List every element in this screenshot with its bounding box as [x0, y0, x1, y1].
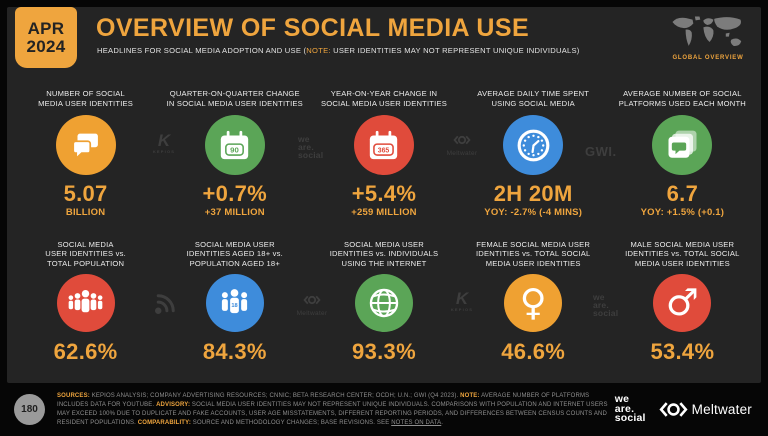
- stat-value: +5.4%: [351, 181, 417, 206]
- stat-value: 6.7: [666, 181, 699, 206]
- stat-value: 93.3%: [352, 339, 416, 364]
- global-overview-block: GLOBAL OVERVIEW: [667, 15, 749, 61]
- stat-value: 62.6%: [53, 339, 118, 364]
- we-are-social-logo: we are. social: [614, 392, 646, 425]
- stat-label: NUMBER OF SOCIAL MEDIA USER IDENTITIES: [38, 89, 134, 108]
- footer: 180 SOURCES: KEPIOS ANALYSIS; COMPANY AD…: [0, 383, 768, 436]
- calendar-90-icon: 90: [204, 115, 265, 175]
- stat-value: 5.07: [63, 181, 108, 206]
- male-icon: ♂: [653, 274, 712, 332]
- kepios-watermark: K KEPIOS: [450, 289, 474, 312]
- kepios-watermark: K KEPIOS: [152, 131, 176, 154]
- svg-text:90: 90: [230, 145, 239, 154]
- page-number: 180: [14, 394, 45, 425]
- clock-icon: [503, 115, 564, 175]
- map-caption: GLOBAL OVERVIEW: [672, 55, 744, 61]
- stat-value: +0.7%: [202, 181, 268, 206]
- stats-row-2: SOCIAL MEDIA USER IDENTITIES vs. TOTAL P…: [11, 234, 757, 363]
- svg-text:365: 365: [378, 147, 390, 154]
- calendar-365-icon: 365: [353, 115, 414, 175]
- stat-subvalue: YOY: -2.7% (-4 MINS): [484, 207, 583, 218]
- stat-label: SOCIAL MEDIA USER IDENTITIES AGED 18+ vs…: [186, 239, 283, 268]
- date-month: APR: [27, 18, 65, 38]
- stat-subvalue: +259 MILLION: [351, 207, 417, 218]
- globe-icon: [354, 274, 413, 332]
- people-18plus-icon: 18: [205, 274, 264, 332]
- stat-card: SOCIAL MEDIA USER IDENTITIES vs. TOTAL P…: [11, 234, 160, 363]
- we-are-social-watermark: we are. social: [298, 134, 324, 161]
- stat-card: AVERAGE DAILY TIME SPENT USING SOCIAL ME…: [459, 84, 608, 218]
- stat-label: AVERAGE DAILY TIME SPENT USING SOCIAL ME…: [477, 89, 590, 108]
- stat-card: QUARTER-ON-QUARTER CHANGE IN SOCIAL MEDI…: [160, 84, 309, 218]
- stat-value: 2H 20M: [493, 181, 573, 206]
- stat-card: NUMBER OF SOCIAL MEDIA USER IDENTITIES 5…: [11, 84, 160, 218]
- meltwater-watermark: Meltwater: [292, 294, 332, 318]
- meltwater-logo-icon: [659, 402, 688, 417]
- page-subtitle: HEADLINES FOR SOCIAL MEDIA ADOPTION AND …: [97, 46, 580, 55]
- stat-label: SOCIAL MEDIA USER IDENTITIES vs. TOTAL P…: [45, 239, 126, 268]
- stat-card: SOCIAL MEDIA USER IDENTITIES vs. INDIVID…: [309, 234, 458, 363]
- stat-label: AVERAGE NUMBER OF SOCIAL PLATFORMS USED …: [618, 89, 746, 108]
- stat-subvalue: BILLION: [65, 207, 106, 218]
- stat-card: AVERAGE NUMBER OF SOCIAL PLATFORMS USED …: [608, 84, 757, 218]
- date-year: 2024: [26, 36, 66, 56]
- stat-label: FEMALE SOCIAL MEDIA USER IDENTITIES vs. …: [475, 239, 591, 268]
- footer-logos: we are. social Meltwater: [614, 392, 752, 425]
- stat-card: FEMALE SOCIAL MEDIA USER IDENTITIES vs. …: [459, 234, 608, 363]
- stat-label: YEAR-ON-YEAR CHANGE IN SOCIAL MEDIA USER…: [320, 89, 447, 108]
- stat-value: 84.3%: [202, 339, 267, 364]
- page-title: OVERVIEW OF SOCIAL MEDIA USE: [96, 14, 530, 42]
- gwi-watermark: GWI.: [585, 144, 617, 159]
- sources-text: SOURCES: KEPIOS ANALYSIS; COMPANY ADVERT…: [57, 392, 608, 426]
- stat-label: SOCIAL MEDIA USER IDENTITIES vs. INDIVID…: [329, 239, 439, 268]
- meltwater-logo: Meltwater: [659, 400, 752, 419]
- stat-card: SOCIAL MEDIA USER IDENTITIES AGED 18+ vs…: [160, 234, 309, 363]
- stat-card: MALE SOCIAL MEDIA USER IDENTITIES vs. TO…: [608, 234, 757, 363]
- chat-bubbles-icon: [55, 115, 116, 175]
- stat-value: 46.6%: [501, 339, 566, 364]
- notes-on-data-link[interactable]: NOTES ON DATA: [391, 419, 442, 426]
- stat-subvalue: +37 MILLION: [204, 207, 265, 218]
- stat-value: 53.4%: [650, 339, 715, 364]
- we-are-social-watermark: we are. social: [593, 292, 619, 319]
- stats-row-1: NUMBER OF SOCIAL MEDIA USER IDENTITIES 5…: [11, 84, 757, 218]
- stat-card: YEAR-ON-YEAR CHANGE IN SOCIAL MEDIA USER…: [309, 84, 458, 218]
- stacked-apps-icon: [652, 115, 713, 175]
- stat-label: MALE SOCIAL MEDIA USER IDENTITIES vs. TO…: [625, 239, 740, 268]
- stat-subvalue: YOY: +1.5% (+0.1): [640, 207, 725, 218]
- slide-body: APR 2024 OVERVIEW OF SOCIAL MEDIA USE HE…: [7, 7, 761, 383]
- svg-text:18: 18: [232, 303, 238, 309]
- signal-watermark: [149, 290, 179, 324]
- stat-label: QUARTER-ON-QUARTER CHANGE IN SOCIAL MEDI…: [166, 89, 303, 108]
- date-badge: APR 2024: [15, 7, 77, 68]
- people-group-icon: [56, 274, 115, 332]
- meltwater-watermark: Meltwater: [442, 134, 482, 158]
- female-icon: ♀: [504, 274, 563, 332]
- world-map-icon: [672, 16, 742, 47]
